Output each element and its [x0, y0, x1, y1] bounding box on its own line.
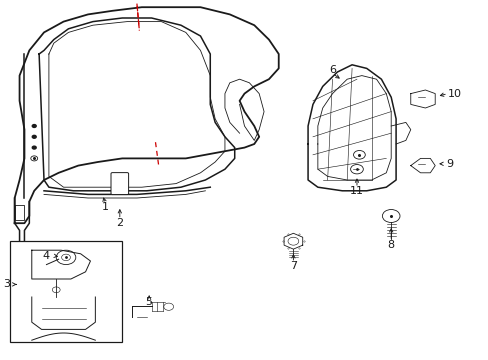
Text: 4: 4 — [43, 251, 50, 261]
Text: 10: 10 — [447, 89, 461, 99]
Text: 5: 5 — [145, 297, 152, 307]
Text: 7: 7 — [289, 261, 296, 271]
Text: 11: 11 — [349, 186, 363, 196]
Circle shape — [32, 125, 36, 127]
FancyBboxPatch shape — [111, 173, 128, 194]
Text: 8: 8 — [387, 240, 394, 250]
Text: 6: 6 — [328, 65, 335, 75]
Text: 3: 3 — [3, 279, 10, 289]
Text: 2: 2 — [116, 218, 123, 228]
Bar — [10, 241, 122, 342]
Text: 1: 1 — [102, 202, 108, 212]
Circle shape — [32, 146, 36, 149]
Text: 9: 9 — [446, 159, 452, 169]
Circle shape — [32, 135, 36, 138]
